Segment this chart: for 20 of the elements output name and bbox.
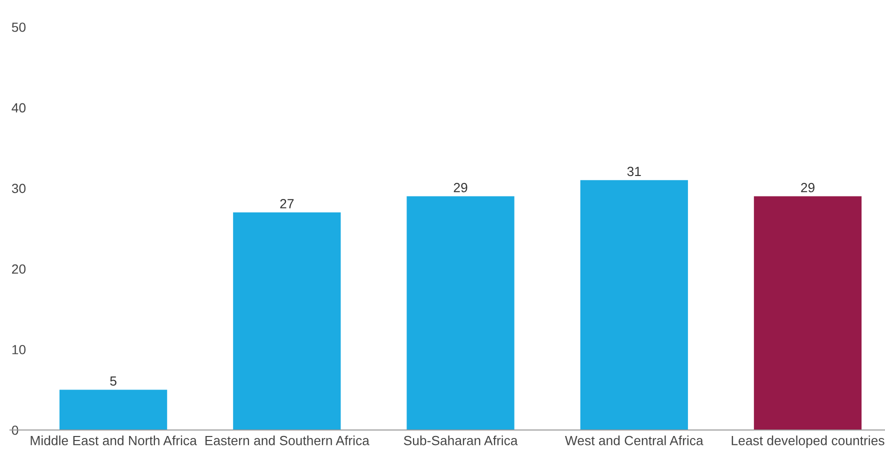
y-tick-label: 50	[12, 22, 26, 32]
data-label: 27	[280, 199, 294, 208]
data-label: 29	[801, 182, 814, 192]
bar	[233, 212, 341, 430]
data-label: 29	[454, 182, 468, 192]
data-label: 31	[627, 166, 641, 176]
bar	[580, 180, 688, 430]
y-tick-label: 40	[12, 103, 26, 113]
y-tick-label: 30	[12, 184, 26, 194]
x-tick-label: Least developed countries	[732, 436, 884, 448]
bar	[406, 196, 514, 430]
y-tick-label: 10	[12, 344, 26, 354]
bar	[754, 196, 862, 430]
x-tick-label: Eastern and Southern Africa	[205, 436, 370, 446]
data-label: 5	[110, 376, 116, 386]
bar	[59, 390, 168, 430]
x-tick-label: Sub-Saharan Africa	[404, 436, 518, 446]
x-tick-label: Middle East and North Africa	[30, 436, 197, 446]
y-tick-label: 20	[12, 264, 26, 274]
x-tick-label: West and Central Africa	[565, 436, 704, 446]
